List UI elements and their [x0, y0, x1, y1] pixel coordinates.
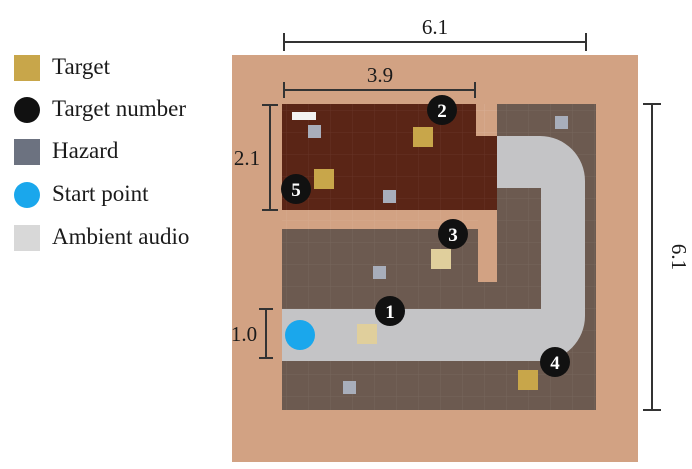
dimension-label: 1.0	[231, 322, 257, 346]
start-point-dot-icon	[14, 182, 40, 208]
room-light-bar	[292, 112, 316, 120]
dimension-top-width: 6.1	[283, 15, 587, 51]
legend-label: Hazard	[52, 138, 119, 163]
target-number-2: 2	[427, 95, 457, 125]
legend-label: Target number	[52, 96, 187, 121]
legend-item-target-number: Target number	[14, 94, 254, 124]
legend-item-hazard: Hazard	[14, 136, 254, 166]
legend-item-target: Target	[14, 52, 254, 82]
dimension-corridor-width: 1.0	[231, 308, 273, 359]
ambient-audio-square-icon	[14, 225, 40, 251]
hazard-marker	[308, 125, 321, 138]
wall-stub	[478, 210, 497, 282]
target-marker	[357, 324, 377, 344]
legend-item-ambient-audio: Ambient audio	[14, 222, 254, 252]
target-number-4: 4	[540, 347, 570, 377]
hazard-marker	[373, 266, 386, 279]
target-number-3: 3	[438, 219, 468, 249]
dimension-label: 2.1	[234, 146, 260, 170]
target-marker	[413, 127, 433, 147]
legend-label: Start point	[52, 181, 149, 206]
dimension-room-width: 3.9	[283, 63, 476, 98]
target-number-label: 1	[385, 302, 395, 323]
start-point	[285, 320, 315, 350]
dimension-room-height: 2.1	[234, 104, 278, 211]
target-number-1: 1	[375, 296, 405, 326]
target-number-label: 4	[550, 353, 560, 374]
legend-item-start-point: Start point	[14, 179, 254, 209]
dimension-right-height: 6.1	[643, 103, 691, 411]
dimension-label: 3.9	[367, 63, 393, 87]
target-number-dot-icon	[14, 97, 40, 123]
hazard-square-icon	[14, 139, 40, 165]
legend-label: Ambient audio	[52, 224, 190, 249]
target-marker	[518, 370, 538, 390]
target-marker	[431, 249, 451, 269]
dimension-label: 6.1	[422, 15, 448, 39]
hazard-marker	[555, 116, 568, 129]
target-square-icon	[14, 55, 40, 81]
legend-label: Target	[52, 54, 110, 79]
hazard-marker	[383, 190, 396, 203]
target-number-5: 5	[281, 174, 311, 204]
target-number-label: 2	[437, 101, 447, 122]
dimension-label: 6.1	[667, 244, 691, 270]
target-marker	[314, 169, 334, 189]
target-number-label: 5	[291, 180, 301, 201]
target-number-label: 3	[448, 225, 458, 246]
hazard-marker	[343, 381, 356, 394]
